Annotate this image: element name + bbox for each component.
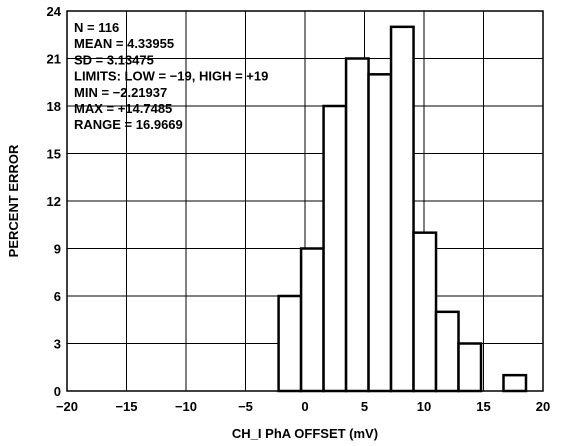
y-tick-label: 3 [54,337,61,352]
stat-line: LIMITS: LOW = −19, HIGH = +19 [74,69,268,84]
stat-line: MAX = +14.7485 [74,101,172,116]
y-tick-label: 24 [47,4,62,19]
x-axis-title: CH_I PhA OFFSET (mV) [232,426,378,441]
histogram-bars [277,25,528,393]
histogram-bar [344,57,370,393]
stat-line: MEAN = 4.33955 [74,36,174,51]
y-tick-label: 6 [54,289,61,304]
x-tick-label: 20 [536,399,550,414]
y-tick-label: 18 [47,99,61,114]
histogram-bar [322,104,348,393]
x-tick-label: −20 [56,399,78,414]
histogram-bar [277,294,303,393]
x-tick-label: −5 [238,399,253,414]
y-axis-title: PERCENT ERROR [6,144,21,257]
x-tick-label: 10 [417,399,431,414]
histogram-bar [299,247,325,393]
histogram-bar [457,342,483,393]
y-tick-label: 21 [47,52,61,67]
stat-line: MIN = −2.21937 [74,85,167,100]
stat-line: SD = 3.13475 [74,52,154,67]
x-tick-label: −10 [175,399,197,414]
y-tick-label: 12 [47,194,61,209]
histogram-bar [389,25,415,393]
histogram-bar [434,310,460,393]
stat-line: N = 116 [74,20,119,35]
x-tick-label: 15 [476,399,490,414]
y-tick-label: 9 [54,242,61,257]
histogram-bar [502,373,528,393]
x-tick-label: −15 [115,399,137,414]
stat-line: RANGE = 16.9669 [74,117,183,132]
plot-frame [66,10,544,392]
y-tick-label: 0 [54,384,61,399]
x-tick-label: 0 [301,399,308,414]
histogram-bar [412,231,438,393]
tick-labels: −20 −15 −10 −5 0 5 10 15 20 0 3 6 9 12 15 18 21 24 [47,4,551,414]
x-tick-label: 5 [361,399,368,414]
y-tick-label: 15 [47,147,61,162]
histogram-bar [367,73,393,393]
